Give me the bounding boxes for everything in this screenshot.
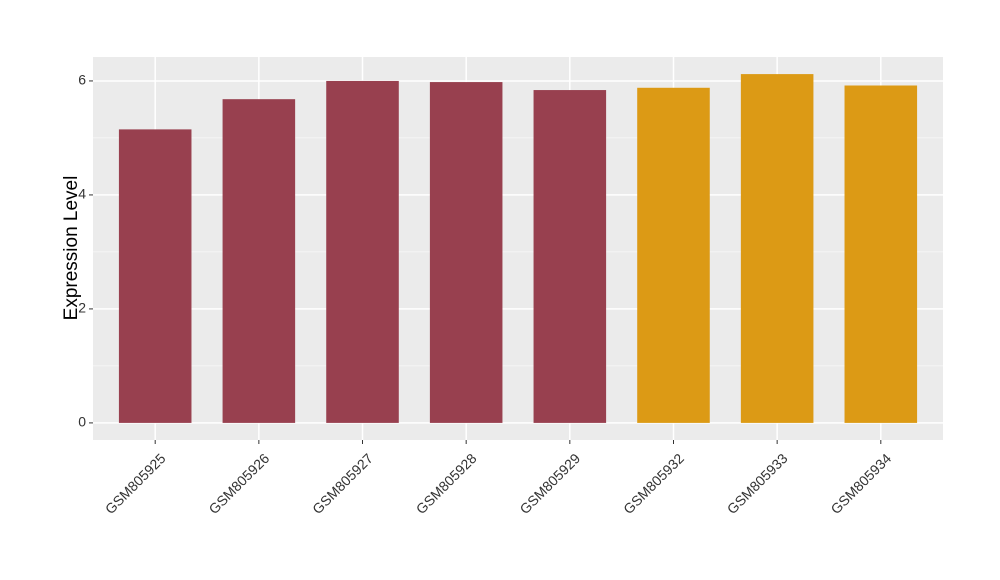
- y-axis-title: Expression Level: [61, 176, 82, 321]
- x-tick-label: GSM805929: [516, 450, 583, 517]
- y-tick-label: 6: [78, 72, 86, 88]
- bar: [740, 74, 814, 423]
- x-tick-label: GSM805927: [309, 450, 376, 517]
- x-tick-label: GSM805925: [102, 450, 169, 517]
- bar: [844, 85, 918, 423]
- x-tick-label: GSM805934: [827, 450, 894, 517]
- x-tick-label: GSM805928: [413, 450, 480, 517]
- bar: [118, 129, 192, 423]
- panel-background: [93, 57, 943, 440]
- x-tick-label: GSM805926: [205, 450, 272, 517]
- y-tick-label: 2: [78, 300, 86, 316]
- bar: [222, 99, 296, 423]
- x-tick-label: GSM805933: [724, 450, 791, 517]
- y-tick-label: 4: [78, 186, 86, 202]
- bar: [429, 82, 503, 423]
- bar: [326, 80, 399, 423]
- x-tick-label: GSM805932: [620, 450, 687, 517]
- y-tick-label: 0: [78, 414, 86, 430]
- bar: [533, 90, 607, 423]
- bar: [637, 87, 710, 423]
